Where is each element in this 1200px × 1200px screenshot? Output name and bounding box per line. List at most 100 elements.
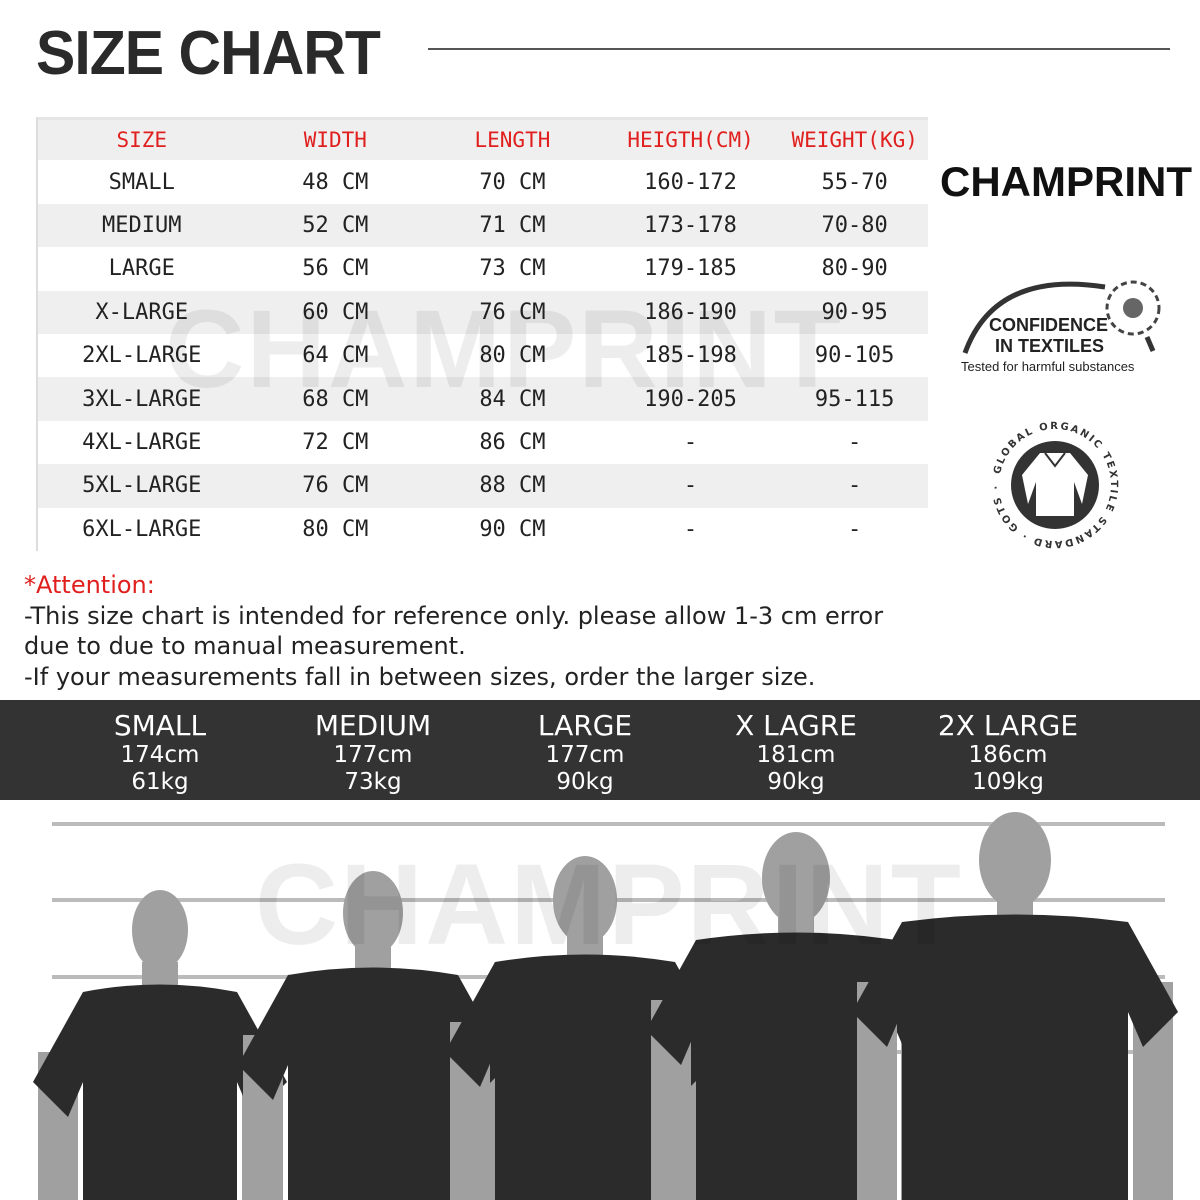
model-spec: SMALL 174cm 61kg (50, 710, 270, 796)
height-cell: 160-172 (644, 169, 737, 195)
table-row: LARGE 56 CM 73 CM 179-185 80-90 (38, 247, 928, 290)
weight-cell: - (848, 473, 862, 499)
weight-cell: 90-95 (821, 299, 888, 325)
length-cell: 76 CM (479, 299, 546, 325)
model-size: MEDIUM (314, 709, 432, 742)
size-cell: SMALL (108, 169, 175, 195)
oeko-line1: CONFIDENCE (989, 315, 1109, 335)
length-cell: 88 CM (479, 473, 546, 499)
model-height: 174cm (120, 742, 200, 768)
attention-label: *Attention: (24, 571, 155, 599)
attention-line-3: -If your measurements fall in between si… (24, 662, 816, 691)
model-weight: 109kg (972, 769, 1044, 795)
height-cell: 173-178 (644, 212, 737, 238)
width-cell: 80 CM (302, 516, 369, 542)
length-cell: 80 CM (479, 343, 546, 369)
length-cell: 73 CM (479, 256, 546, 282)
model-weight: 61kg (131, 769, 189, 795)
size-cell: X-LARGE (95, 299, 189, 325)
model-figures: CHAMPRINT (0, 800, 1200, 1200)
length-cell: 86 CM (479, 429, 546, 455)
model-spec: 2X LARGE 186cm 109kg (898, 710, 1118, 796)
header-weight: WEIGHT(KG) (791, 128, 918, 153)
width-cell: 56 CM (302, 256, 369, 282)
height-cell: 190-205 (644, 386, 737, 412)
model-size: X LAGRE (735, 709, 857, 742)
size-cell: 3XL-LARGE (82, 386, 202, 412)
table-row: 6XL-LARGE 80 CM 90 CM - - (38, 508, 928, 551)
gots-shirt-icon: GLOBAL ORGANIC TEXTILE STANDARD · GOTS · (991, 421, 1117, 549)
title-divider (428, 48, 1170, 50)
gots-logo: GLOBAL ORGANIC TEXTILE STANDARD · GOTS · (990, 420, 1120, 550)
header-width: WIDTH (303, 128, 367, 153)
length-cell: 71 CM (479, 212, 546, 238)
model-height: 177cm (545, 742, 625, 768)
watermark: CHAMPRINT (165, 288, 843, 411)
table-row: 3XL-LARGE 68 CM 84 CM 190-205 95-115 (38, 377, 928, 421)
weight-cell: 90-105 (814, 343, 895, 369)
size-table: SIZE WIDTH LENGTH HEIGTH(CM) WEIGHT(KG) … (36, 117, 928, 551)
width-cell: 64 CM (302, 343, 369, 369)
size-cell: 2XL-LARGE (82, 343, 202, 369)
model-spec: MEDIUM 177cm 73kg (263, 710, 483, 796)
model-height: 181cm (756, 742, 836, 768)
header-height: HEIGTH(CM) (627, 128, 754, 153)
table-row: 5XL-LARGE 76 CM 88 CM - - (38, 464, 928, 508)
model-height: 177cm (333, 742, 413, 768)
table-row: X-LARGE 60 CM 76 CM 186-190 90-95 (38, 290, 928, 334)
length-cell: 70 CM (479, 169, 546, 195)
table-row: 4XL-LARGE 72 CM 86 CM - - (38, 421, 928, 464)
size-cell: 4XL-LARGE (82, 429, 202, 455)
width-cell: 76 CM (302, 473, 369, 499)
height-cell: - (683, 473, 698, 499)
model-weight: 73kg (344, 769, 402, 795)
model-size: LARGE (537, 709, 633, 742)
length-cell: 90 CM (479, 516, 546, 542)
page-title: SIZE CHART (36, 19, 381, 88)
header-size: SIZE (116, 128, 168, 153)
width-cell: 60 CM (302, 299, 369, 325)
model-size: SMALL (113, 709, 207, 742)
width-cell: 72 CM (302, 429, 369, 455)
height-cell: 185-198 (644, 343, 737, 369)
oeko-tex-logo: CONFIDENCE IN TEXTILES Tested for harmfu… (955, 275, 1170, 380)
model-weight: 90kg (767, 769, 825, 795)
model-spec: X LAGRE 181cm 90kg (686, 710, 906, 796)
height-cell: 186-190 (644, 299, 737, 325)
model-height: 186cm (968, 742, 1048, 768)
oeko-line2: IN TEXTILES (995, 336, 1105, 356)
size-cell: 5XL-LARGE (82, 473, 202, 499)
table-header: SIZE WIDTH LENGTH HEIGTH(CM) WEIGHT(KG) (38, 117, 928, 161)
model-size: 2X LARGE (937, 709, 1079, 742)
weight-cell: - (848, 516, 862, 542)
height-cell: - (683, 429, 698, 455)
height-cell: - (683, 516, 698, 542)
table-row: MEDIUM 52 CM 71 CM 173-178 70-80 (38, 203, 928, 248)
header-length: LENGTH (474, 128, 551, 153)
model-silhouettes (33, 812, 1178, 1200)
height-line (52, 822, 1165, 826)
model-silhouette (852, 812, 1178, 1200)
attention-notes: *Attention: -This size chart is intended… (24, 570, 883, 692)
model-spec: LARGE 177cm 90kg (475, 710, 695, 796)
attention-line-2: due to due to manual measurement. (24, 632, 466, 660)
size-cell: 6XL-LARGE (82, 516, 202, 542)
length-cell: 84 CM (479, 386, 546, 412)
height-cell: 179-185 (644, 256, 737, 282)
table-row: SMALL 48 CM 70 CM 160-172 55-70 (38, 160, 928, 203)
width-cell: 68 CM (302, 386, 369, 412)
width-cell: 48 CM (302, 169, 369, 195)
size-cell: LARGE (108, 256, 175, 282)
model-silhouette (33, 890, 287, 1200)
watermark-figures: CHAMPRINT (255, 841, 963, 969)
weight-cell: - (848, 429, 862, 455)
oeko-line3: Tested for harmful substances (961, 359, 1135, 374)
attention-line-1: -This size chart is intended for referen… (24, 601, 884, 630)
weight-cell: 80-90 (821, 256, 888, 282)
weight-cell: 95-115 (814, 386, 895, 412)
model-size-band: SMALL 174cm 61kg MEDIUM 177cm 73kg LARGE 177cm 9… (0, 700, 1200, 800)
table-row: 2XL-LARGE 64 CM 80 CM 185-198 90-105 (38, 334, 928, 377)
confidence-arc-icon (962, 280, 1161, 354)
size-cell: MEDIUM (102, 212, 182, 238)
brand-name: CHAMPRINT (940, 158, 1192, 205)
